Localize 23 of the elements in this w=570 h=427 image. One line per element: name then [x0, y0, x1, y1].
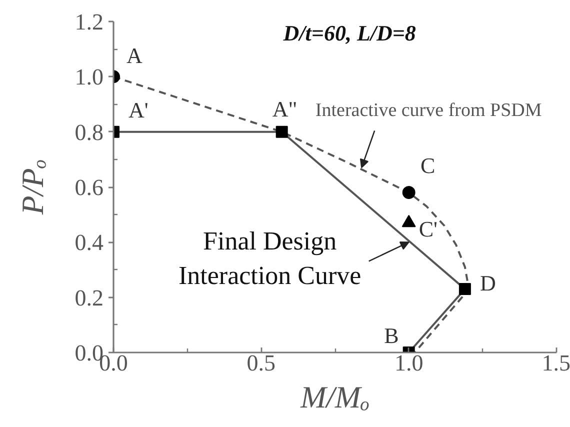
annotation: C' — [418, 216, 438, 242]
x-axis-title: M/Mₒ — [299, 380, 370, 414]
annotation: A' — [128, 97, 148, 122]
annotation: A" — [272, 96, 298, 122]
point — [402, 214, 416, 228]
x-tick-label: 1.5 — [542, 350, 570, 376]
annotation: Final Design Interaction Curve — [178, 226, 362, 290]
point — [276, 126, 288, 138]
annotation: C — [420, 153, 436, 178]
y-tick-label: 0.2 — [74, 285, 104, 310]
annotation: A — [126, 43, 142, 68]
x-tick-label: 0.5 — [246, 350, 276, 376]
y-axis-title: P/Pₒ — [14, 159, 50, 216]
annotation: D — [480, 270, 496, 296]
y-tick-label: 0.4 — [74, 230, 104, 256]
y-tick-label: 0.6 — [74, 175, 104, 200]
chart-title: D/t=60, L/D=8 — [282, 20, 416, 46]
annotation: B — [384, 323, 399, 348]
y-tick-label: 1.2 — [74, 10, 104, 34]
y-tick-label: 0.8 — [74, 120, 104, 145]
x-tick-label: 1.0 — [394, 350, 424, 376]
y-tick-label: 1.0 — [74, 64, 104, 90]
annotation: Interactive curve from PSDM — [315, 100, 542, 122]
